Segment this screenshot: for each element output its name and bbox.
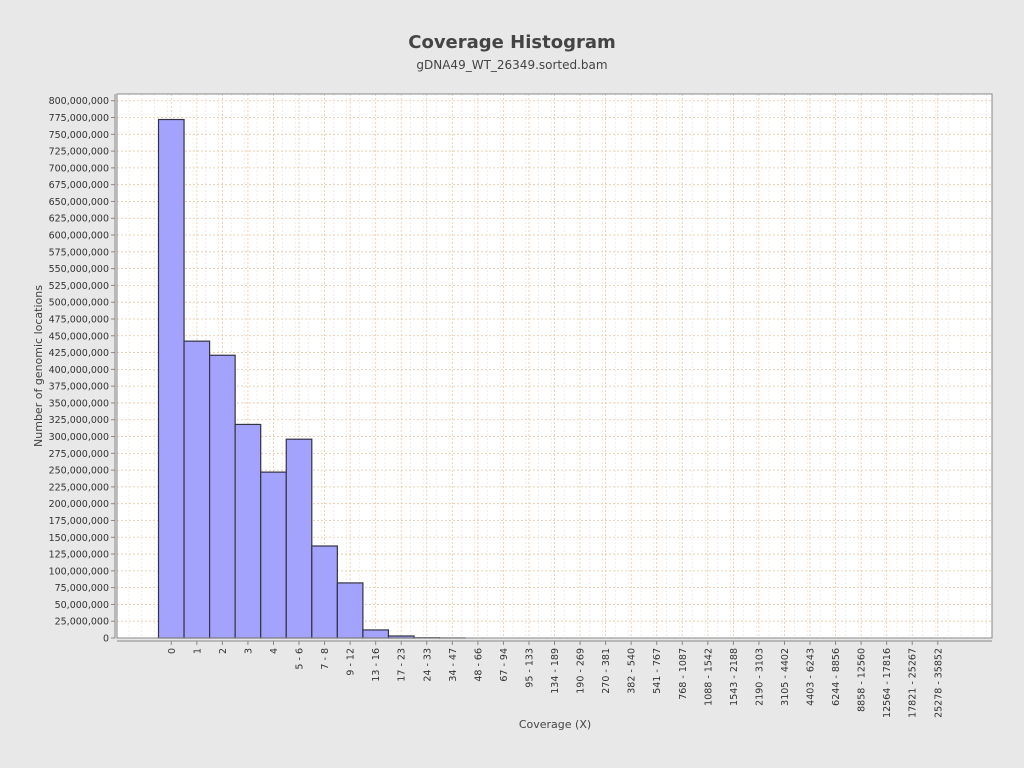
y-tick-label: 175,000,000 <box>49 516 109 527</box>
x-axis-label: Coverage (X) <box>519 718 591 731</box>
y-axis-label: Number of genomic locations <box>32 285 45 447</box>
x-tick-label: 95 - 133 <box>524 648 535 688</box>
plot-border <box>116 93 993 639</box>
y-tick-label: 750,000,000 <box>49 130 109 141</box>
x-tick-label: 6244 - 8856 <box>831 648 842 706</box>
y-tick-label: 100,000,000 <box>49 566 109 577</box>
x-tick-label: 3105 - 4402 <box>780 648 791 706</box>
x-tick-label: 3 <box>243 648 254 654</box>
x-tick-label: 17 - 23 <box>397 648 408 682</box>
y-tick-label: 250,000,000 <box>49 466 109 477</box>
x-tick-label: 7 - 8 <box>320 648 331 670</box>
chart-subtitle: gDNA49_WT_26349.sorted.bam <box>416 58 607 72</box>
chart-title: Coverage Histogram <box>408 32 615 53</box>
x-axis-ticks: 0 1 2 3 4 5 - 6 7 - 8 9 - 12 13 - 16 17 - 23 24 - … <box>167 641 944 718</box>
bar-13-16 <box>362 629 390 639</box>
x-tick-label: 24 - 33 <box>422 648 433 682</box>
y-tick-label: 450,000,000 <box>49 331 109 342</box>
y-tick-label: 150,000,000 <box>49 533 109 544</box>
y-tick-label: 475,000,000 <box>49 314 109 325</box>
y-tick-label: 625,000,000 <box>49 214 109 225</box>
bar-5-6 <box>285 438 313 639</box>
y-tick-label: 0 <box>103 634 109 645</box>
y-tick-label: 800,000,000 <box>49 96 109 107</box>
y-tick-label: 575,000,000 <box>49 247 109 258</box>
y-tick-label: 25,000,000 <box>55 617 109 628</box>
y-tick-label: 525,000,000 <box>49 281 109 292</box>
x-tick-label: 17821 - 25267 <box>908 648 919 718</box>
x-tick-label: 48 - 66 <box>473 648 484 682</box>
x-tick-label: 4 <box>269 648 280 654</box>
bar-0 <box>157 118 185 639</box>
x-tick-label: 34 - 47 <box>448 648 459 682</box>
x-tick-label: 4403 - 6243 <box>806 648 817 706</box>
x-tick-label: 2190 - 3103 <box>754 648 765 706</box>
y-tick-label: 375,000,000 <box>49 382 109 393</box>
y-tick-label: 50,000,000 <box>55 600 109 611</box>
bar-4 <box>260 471 287 639</box>
x-tick-label: 1088 - 1542 <box>703 648 714 706</box>
x-tick-label: 768 - 1087 <box>678 648 689 700</box>
y-tick-label: 125,000,000 <box>49 550 109 561</box>
x-tick-label: 9 - 12 <box>346 648 357 676</box>
y-tick-label: 425,000,000 <box>49 348 109 359</box>
bar-7-8 <box>311 545 338 639</box>
x-tick-label: 12564 - 17816 <box>882 648 893 718</box>
x-tick-label: 270 - 381 <box>601 648 612 694</box>
x-tick-label: 134 - 189 <box>550 648 561 694</box>
y-tick-label: 700,000,000 <box>49 163 109 174</box>
bar-9-12 <box>336 582 364 639</box>
bar-3 <box>234 423 262 639</box>
y-tick-label: 675,000,000 <box>49 180 109 191</box>
x-tick-label: 8858 - 12560 <box>857 648 868 712</box>
y-tick-label: 75,000,000 <box>55 583 109 594</box>
x-tick-label: 25278 - 35852 <box>933 648 944 718</box>
x-tick-label: 1543 - 2188 <box>729 648 740 706</box>
y-tick-label: 600,000,000 <box>49 231 109 242</box>
bar-2 <box>209 354 236 639</box>
y-tick-label: 650,000,000 <box>49 197 109 208</box>
x-tick-label: 5 - 6 <box>295 648 306 670</box>
y-tick-label: 200,000,000 <box>49 499 109 510</box>
y-axis-ticks: 0 25,000,000 50,000,000 75,000,000 100,000,0… <box>49 96 115 645</box>
x-tick-label: 190 - 269 <box>576 648 587 694</box>
y-tick-label: 500,000,000 <box>49 298 109 309</box>
y-tick-label: 775,000,000 <box>49 113 109 124</box>
bar-1 <box>183 340 211 639</box>
y-tick-label: 725,000,000 <box>49 147 109 158</box>
x-tick-label: 0 <box>167 648 178 654</box>
x-tick-label: 541 - 767 <box>652 648 663 694</box>
y-tick-label: 300,000,000 <box>49 432 109 443</box>
x-tick-label: 1 <box>192 648 203 654</box>
y-tick-label: 550,000,000 <box>49 264 109 275</box>
x-tick-label: 382 - 540 <box>627 648 638 694</box>
y-tick-label: 325,000,000 <box>49 415 109 426</box>
x-tick-label: 2 <box>218 648 229 654</box>
y-tick-label: 275,000,000 <box>49 449 109 460</box>
y-tick-label: 400,000,000 <box>49 365 109 376</box>
y-tick-label: 225,000,000 <box>49 482 109 493</box>
y-tick-label: 350,000,000 <box>49 398 109 409</box>
x-tick-label: 67 - 94 <box>499 648 510 682</box>
x-tick-label: 13 - 16 <box>371 648 382 682</box>
